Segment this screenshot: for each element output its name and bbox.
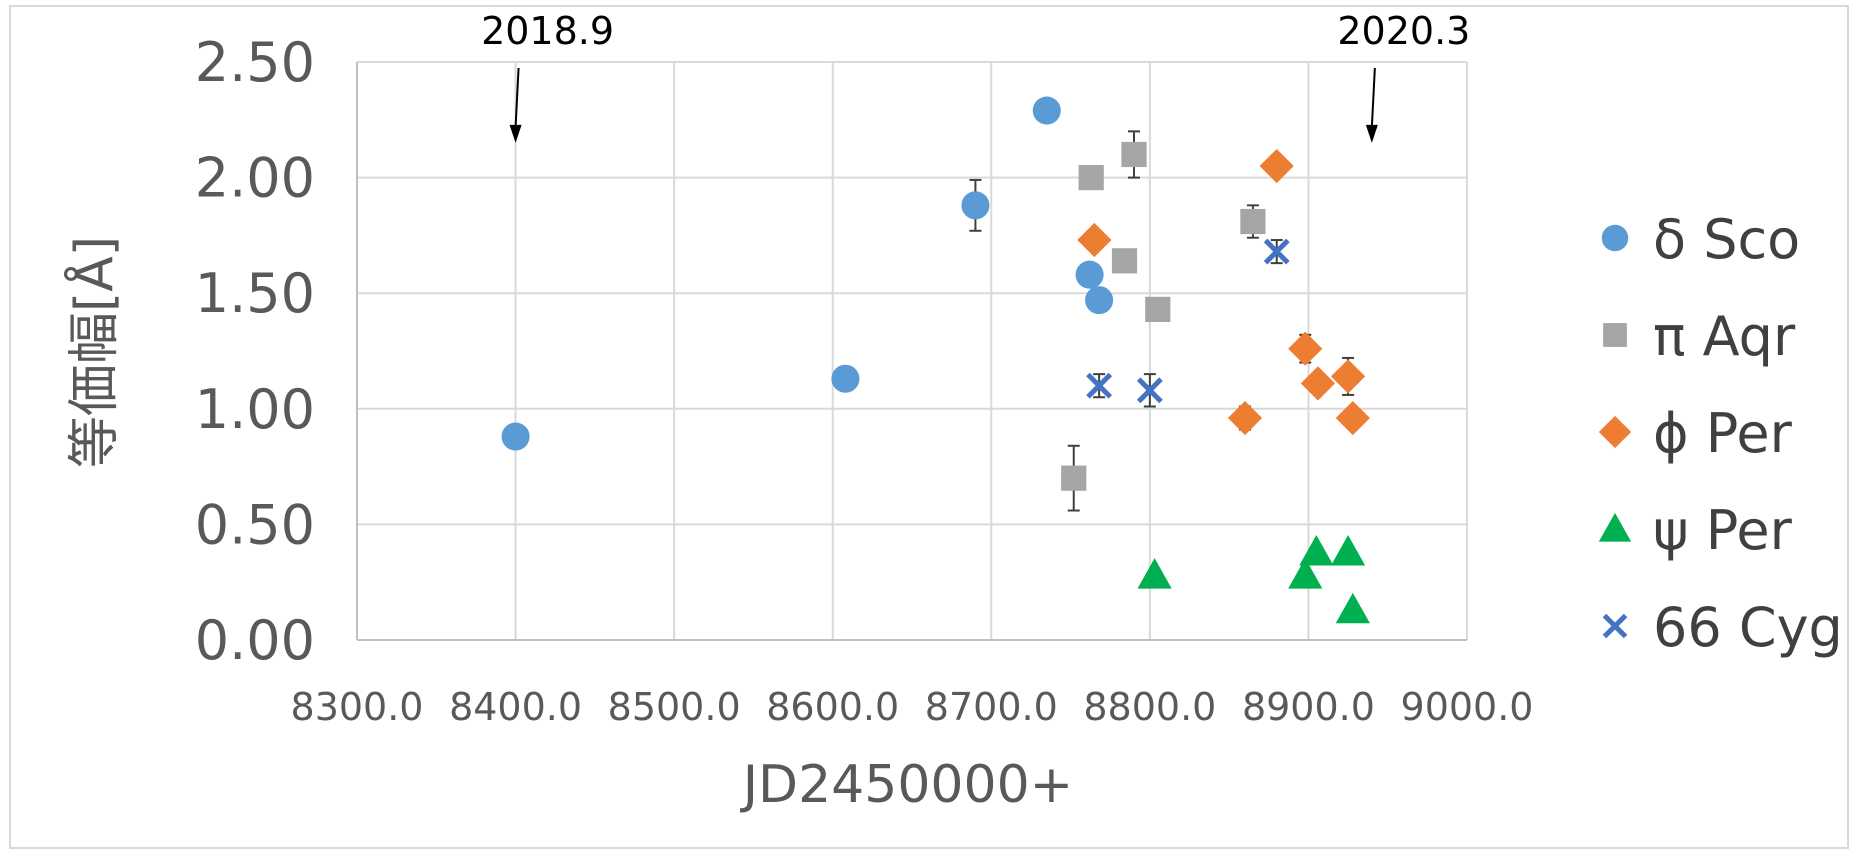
legend-marker-per — [1598, 512, 1632, 542]
y-tick-label: 1.50 — [195, 262, 315, 325]
marker-per — [1227, 400, 1263, 436]
marker-sco — [1075, 260, 1104, 289]
marker-per — [1259, 148, 1294, 184]
marker-per — [1335, 400, 1370, 436]
x-tick-label: 8400.0 — [449, 685, 582, 729]
annotation-arrowhead — [1365, 124, 1378, 143]
marker-aqr — [1121, 141, 1147, 168]
y-tick-label: 0.50 — [195, 493, 315, 556]
legend-label: δ Sco — [1653, 208, 1800, 271]
marker-aqr — [1061, 465, 1087, 491]
annotations: 2018.9 2020.3 — [481, 9, 1470, 143]
chart-border — [9, 5, 1849, 849]
marker-sco — [831, 364, 860, 393]
y-tick-label: 2.00 — [195, 147, 315, 210]
legend-marker-aqr — [1603, 323, 1627, 347]
y-tick-label: 0.00 — [195, 609, 315, 672]
marker-sco — [1085, 286, 1114, 315]
legend-marker-66-cyg — [1602, 613, 1628, 639]
annotation-label: 2020.3 — [1337, 9, 1470, 53]
marker-sco — [1032, 96, 1061, 125]
x-tick-label: 8500.0 — [608, 685, 741, 729]
data-markers — [501, 96, 1370, 624]
marker-per — [1330, 359, 1366, 394]
x-tick-label: 8300.0 — [291, 685, 424, 729]
x-axis-title: JD2450000+ — [740, 755, 1074, 815]
annotation-arrowhead — [509, 124, 522, 143]
legend-label: 66 Cyg — [1653, 596, 1843, 659]
marker-per — [1288, 558, 1323, 589]
marker-per — [1288, 331, 1323, 366]
annotation-arrow-line — [1370, 67, 1376, 127]
marker-per — [1335, 592, 1370, 624]
legend-marker-sco — [1601, 224, 1629, 252]
marker-aqr — [1240, 208, 1266, 235]
legend-label: ϕ Per — [1653, 402, 1793, 465]
legend-label: π Aqr — [1653, 305, 1796, 368]
y-tick-label: 1.00 — [195, 378, 315, 441]
marker-per — [1077, 222, 1112, 258]
marker-per — [1137, 558, 1172, 589]
marker-per — [1300, 366, 1336, 401]
legend-label: ψ Per — [1653, 499, 1793, 562]
marker-aqr — [1145, 296, 1171, 322]
marker-aqr — [1111, 248, 1138, 274]
marker-66-cyg — [1263, 238, 1290, 265]
marker-per — [1299, 535, 1334, 566]
x-tick-label: 9000.0 — [1401, 685, 1534, 729]
marker-sco — [961, 191, 990, 220]
x-tick-label: 8700.0 — [925, 685, 1058, 729]
x-tick-label: 8900.0 — [1242, 685, 1375, 729]
y-axis-title: 等価幅[Å] — [63, 236, 125, 468]
legend-marker-per — [1598, 415, 1632, 449]
x-tick-label: 8800.0 — [1083, 685, 1216, 729]
marker-66-cyg — [1136, 377, 1163, 404]
legend: δ Sco π Aqr ϕ Per ψ Per 66 Cyg — [1598, 208, 1843, 659]
marker-per — [1330, 535, 1366, 566]
x-tick-label: 8600.0 — [766, 685, 899, 729]
y-tick-label: 2.50 — [195, 31, 315, 94]
gridlines — [357, 61, 1468, 640]
marker-sco — [501, 422, 530, 451]
marker-66-cyg — [1086, 372, 1113, 399]
marker-aqr — [1078, 165, 1104, 191]
annotation-arrow-line — [514, 67, 520, 127]
axes: 0.00 0.50 1.00 1.50 2.00 2.50 8300.0 8400.0 8500… — [195, 31, 1534, 729]
annotation-label: 2018.9 — [481, 9, 614, 53]
